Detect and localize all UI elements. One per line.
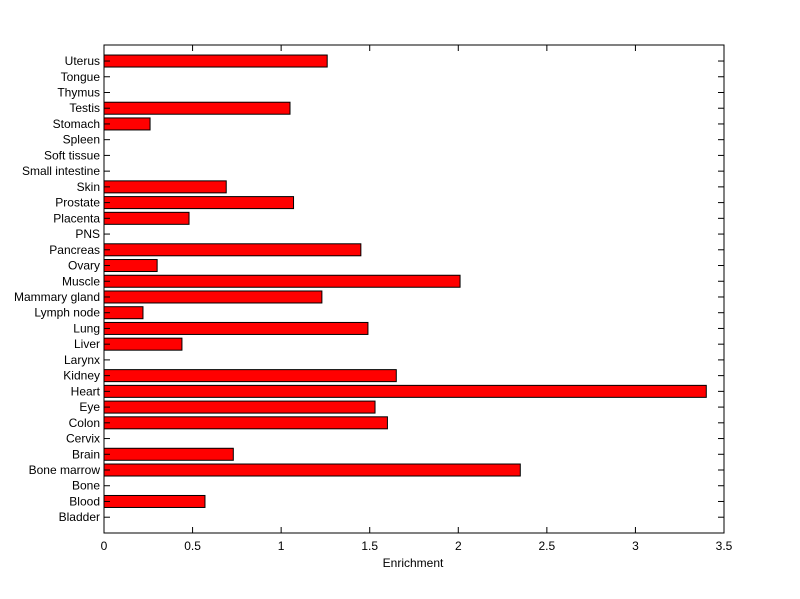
x-tick-label: 1 (278, 539, 285, 553)
category-label-blood: Blood (69, 494, 100, 508)
bar-heart (103, 384, 707, 398)
category-label-larynx: Larynx (64, 353, 100, 367)
x-tick-label: 1.5 (361, 539, 378, 553)
bar-eye (103, 400, 376, 414)
category-label-tongue: Tongue (61, 70, 101, 84)
category-label-pns: PNS (75, 227, 100, 241)
bar-uterus (103, 54, 328, 68)
bar-muscle (103, 274, 461, 288)
category-label-pancreas: Pancreas (49, 243, 100, 257)
category-label-bone: Bone (72, 479, 100, 493)
category-label-kidney: Kidney (63, 369, 100, 383)
x-tick-label: 0 (101, 539, 108, 553)
bar-prostate (103, 196, 295, 210)
category-label-small-intestine: Small intestine (22, 164, 100, 178)
category-label-thymus: Thymus (57, 85, 100, 99)
category-label-bladder: Bladder (59, 510, 100, 524)
x-tick-label: 0.5 (184, 539, 201, 553)
bar-ovary (103, 259, 158, 273)
category-label-lymph-node: Lymph node (34, 306, 100, 320)
bar-liver (103, 337, 183, 351)
category-label-ovary: Ovary (68, 259, 100, 273)
category-label-muscle: Muscle (62, 274, 100, 288)
bar-pancreas (103, 243, 362, 257)
x-tick-label: 2 (455, 539, 462, 553)
category-label-prostate: Prostate (55, 196, 100, 210)
category-label-liver: Liver (74, 337, 100, 351)
category-label-brain: Brain (72, 447, 100, 461)
bar-skin (103, 180, 227, 194)
bar-placenta (103, 211, 190, 225)
bar-brain (103, 447, 234, 461)
x-tick-label: 2.5 (539, 539, 556, 553)
x-tick-label: 3.5 (716, 539, 733, 553)
category-label-soft-tissue: Soft tissue (44, 148, 100, 162)
category-label-heart: Heart (71, 384, 101, 398)
category-label-eye: Eye (79, 400, 100, 414)
x-tick-label: 3 (632, 539, 639, 553)
category-label-uterus: Uterus (65, 54, 100, 68)
x-tick-labels-group: 0 0.5 1 1.5 2 2.5 3 3.5 (101, 539, 733, 553)
category-label-testis: Testis (69, 101, 100, 115)
category-label-skin: Skin (77, 180, 100, 194)
category-label-placenta: Placenta (53, 211, 100, 225)
plot-frame (103, 44, 725, 534)
bar-colon (103, 416, 388, 430)
category-label-mammary-gland: Mammary gland (14, 290, 100, 304)
category-label-colon: Colon (69, 416, 100, 430)
bar-kidney (103, 369, 397, 383)
category-label-stomach: Stomach (53, 117, 100, 131)
x-axis-title: Enrichment (383, 556, 444, 570)
bar-bone-marrow (103, 463, 521, 477)
bar-mammary-gland (103, 290, 323, 304)
bar-stomach (103, 117, 151, 131)
category-label-bone-marrow: Bone marrow (29, 463, 101, 477)
bar-testis (103, 101, 291, 115)
category-label-spleen: Spleen (63, 133, 100, 147)
bar-lung (103, 321, 369, 335)
category-label-cervix: Cervix (66, 432, 100, 446)
category-label-lung: Lung (73, 321, 100, 335)
bar-blood (103, 494, 206, 508)
